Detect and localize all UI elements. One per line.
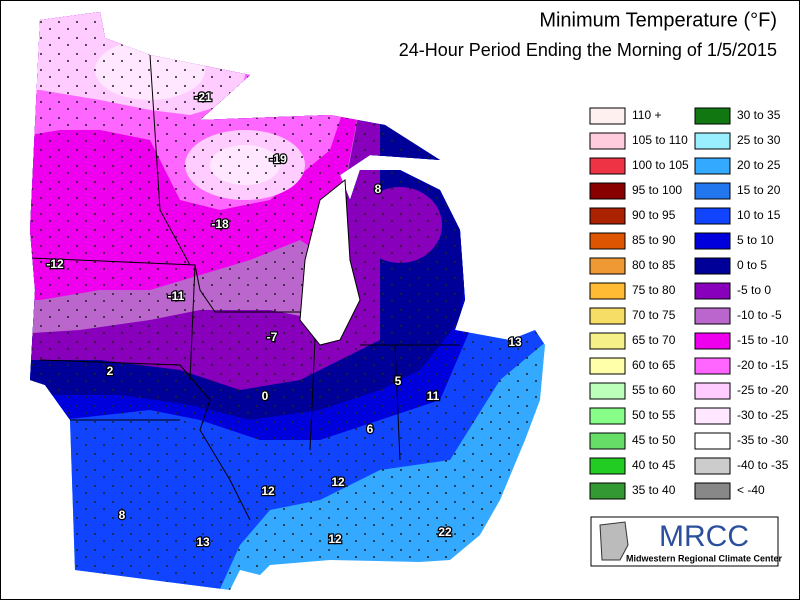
legend-label: 100 to 105	[632, 158, 689, 172]
legend-label: 105 to 110	[632, 133, 688, 147]
legend-swatch	[694, 132, 731, 150]
legend-swatch	[694, 457, 731, 475]
legend-swatch	[589, 357, 626, 375]
station-label: -11	[168, 289, 185, 303]
station-label: -7	[267, 330, 278, 344]
legend-label: 5 to 10	[737, 233, 774, 247]
legend-label: 60 to 65	[632, 358, 676, 372]
station-label: -21	[194, 90, 212, 104]
legend-label: 0 to 5	[737, 258, 767, 272]
legend-swatch	[694, 432, 731, 450]
legend-label: 45 to 50	[632, 433, 676, 447]
legend-swatch	[694, 107, 731, 125]
legend-label: 40 to 45	[632, 458, 676, 472]
station-label: -12	[46, 257, 64, 271]
legend-swatch	[694, 282, 731, 300]
legend-label: 90 to 95	[632, 208, 676, 222]
station-label: 6	[367, 422, 374, 436]
legend-swatch	[694, 332, 731, 350]
legend-label: 70 to 75	[632, 308, 676, 322]
legend-label: -10 to -5	[737, 308, 782, 322]
legend-swatch	[694, 157, 731, 175]
logo-name: MRCC	[659, 520, 749, 553]
station-label: 11	[427, 389, 440, 403]
legend-label: 25 to 30	[737, 133, 781, 147]
station-label: 12	[328, 532, 342, 546]
legend-swatch	[694, 482, 731, 500]
legend-label: 75 to 80	[632, 283, 676, 297]
station-label: 22	[438, 525, 452, 539]
legend-label: -15 to -10	[737, 333, 789, 347]
legend-label: 55 to 60	[632, 383, 676, 397]
legend-swatch	[589, 482, 626, 500]
legend-swatch	[694, 357, 731, 375]
legend-swatch	[589, 332, 626, 350]
legend-swatch	[589, 307, 626, 325]
legend-label: -35 to -30	[737, 433, 789, 447]
station-label: 5	[395, 374, 402, 388]
legend-label: < -40	[737, 483, 765, 497]
legend-swatch	[694, 407, 731, 425]
legend-swatch	[589, 457, 626, 475]
legend-label: -25 to -20	[737, 383, 789, 397]
legend-label: 110 +	[632, 108, 661, 122]
station-label: -19	[269, 152, 287, 166]
legend-label: -20 to -15	[737, 358, 789, 372]
legend-label: -30 to -25	[737, 408, 789, 422]
legend-swatch	[589, 157, 626, 175]
station-label: 12	[261, 484, 275, 498]
legend-swatch	[589, 432, 626, 450]
legend-label: 65 to 70	[632, 333, 676, 347]
station-label: -18	[211, 217, 229, 231]
legend-label: 35 to 40	[632, 483, 676, 497]
legend-swatch	[589, 382, 626, 400]
subtitle: 24-Hour Period Ending the Morning of 1/5…	[399, 40, 777, 60]
legend-swatch	[694, 307, 731, 325]
legend-swatch	[694, 232, 731, 250]
legend-swatch	[589, 407, 626, 425]
station-label: 0	[262, 389, 269, 403]
legend-label: 50 to 55	[632, 408, 676, 422]
logo-caption: Midwestern Regional Climate Center	[626, 553, 783, 563]
legend-label: 15 to 20	[737, 183, 781, 197]
logo: MRCC Midwestern Regional Climate Center	[590, 516, 783, 567]
legend-label: -40 to -35	[737, 458, 789, 472]
legend-swatch	[589, 207, 626, 225]
lake-michigan	[299, 179, 361, 346]
legend-swatch	[589, 107, 626, 125]
title: Minimum Temperature (°F)	[539, 9, 777, 31]
logo-icon	[599, 521, 629, 561]
legend-swatch	[694, 257, 731, 275]
legend-swatch	[589, 182, 626, 200]
legend-swatch	[589, 257, 626, 275]
station-label: 8	[375, 182, 382, 196]
station-label: 2	[107, 364, 114, 378]
legend-swatch	[694, 382, 731, 400]
legend-label: 20 to 25	[737, 158, 781, 172]
legend-label: -5 to 0	[737, 283, 771, 297]
legend-swatch	[694, 207, 731, 225]
station-label: 13	[196, 535, 210, 549]
legend-swatch	[589, 132, 626, 150]
legend-label: 95 to 100	[632, 183, 682, 197]
legend-swatch	[589, 282, 626, 300]
legend-label: 85 to 90	[632, 233, 676, 247]
legend-label: 30 to 35	[737, 108, 781, 122]
legend-swatch	[694, 182, 731, 200]
station-label: 8	[119, 508, 126, 522]
legend-label: 10 to 15	[737, 208, 781, 222]
legend-label: 80 to 85	[632, 258, 676, 272]
legend-swatch	[589, 232, 626, 250]
station-label: 13	[508, 335, 522, 349]
station-label: 12	[331, 475, 345, 489]
